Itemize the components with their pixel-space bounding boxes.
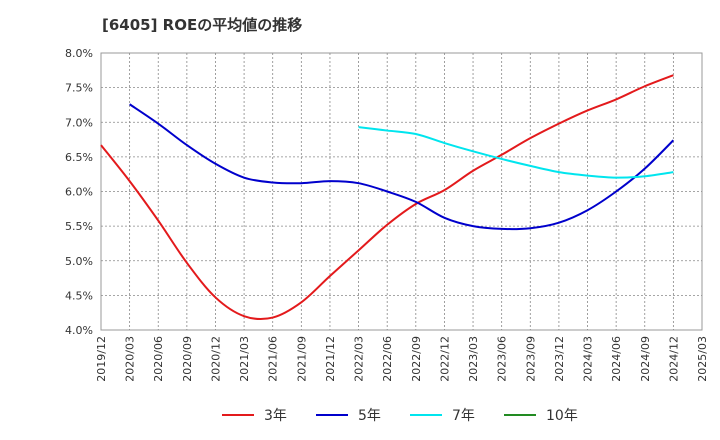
y-tick-label: 6.5% [65, 151, 93, 164]
x-tick-label: 2024/03 [582, 336, 595, 382]
y-tick-label: 8.0% [65, 47, 93, 60]
y-tick-label: 6.0% [65, 186, 93, 199]
x-tick-label: 2021/03 [238, 336, 251, 382]
legend: 3年 5年 7年 10年 [222, 408, 578, 424]
x-tick-label: 2019/12 [95, 336, 108, 382]
x-tick-label: 2020/12 [209, 336, 222, 382]
x-tick-label: 2020/03 [124, 336, 137, 382]
x-tick-label: 2024/12 [667, 336, 680, 382]
chart-title: [6405] ROEの平均値の推移 [102, 16, 302, 34]
x-tick-label: 2023/12 [553, 336, 566, 382]
x-tick-label: 2021/12 [324, 336, 337, 382]
series-line-2 [358, 126, 674, 179]
x-tick-label: 2020/06 [152, 336, 165, 382]
x-tick-label: 2021/06 [267, 336, 280, 382]
series-lines [100, 74, 675, 320]
x-tick-label: 2022/09 [410, 336, 423, 382]
y-tick-label: 7.0% [65, 116, 93, 129]
legend-label-2: 7年 [452, 408, 475, 424]
y-tick-label: 5.0% [65, 255, 93, 268]
x-tick-label: 2022/06 [381, 336, 394, 382]
y-tick-label: 4.5% [65, 289, 93, 302]
x-tick-label: 2023/09 [524, 336, 537, 382]
x-tick-label: 2023/03 [467, 336, 480, 382]
legend-label-1: 5年 [358, 408, 381, 424]
y-axis-ticks: 4.0% 4.5% 5.0% 5.5% 6.0% 6.5% 7.0% 7.5% 8.0% [65, 47, 93, 337]
y-tick-label: 7.5% [65, 82, 93, 95]
x-tick-label: 2021/09 [295, 336, 308, 382]
x-tick-label: 2022/12 [438, 336, 451, 382]
legend-label-0: 3年 [264, 408, 287, 424]
y-tick-label: 4.0% [65, 324, 93, 337]
legend-label-3: 10年 [546, 408, 578, 424]
x-tick-label: 2023/06 [496, 336, 509, 382]
x-tick-label: 2020/09 [181, 336, 194, 382]
x-tick-label: 2024/06 [610, 336, 623, 382]
grid-lines [101, 53, 702, 330]
series-line-0 [100, 74, 674, 320]
x-tick-label: 2024/09 [639, 336, 652, 382]
x-axis-ticks: 2019/12 2020/03 2020/06 2020/09 2020/12 2021/… [95, 336, 709, 382]
x-tick-label: 2025/03 [696, 336, 709, 382]
y-tick-label: 5.5% [65, 220, 93, 233]
x-tick-label: 2022/03 [353, 336, 366, 382]
series-line-1 [129, 103, 675, 231]
